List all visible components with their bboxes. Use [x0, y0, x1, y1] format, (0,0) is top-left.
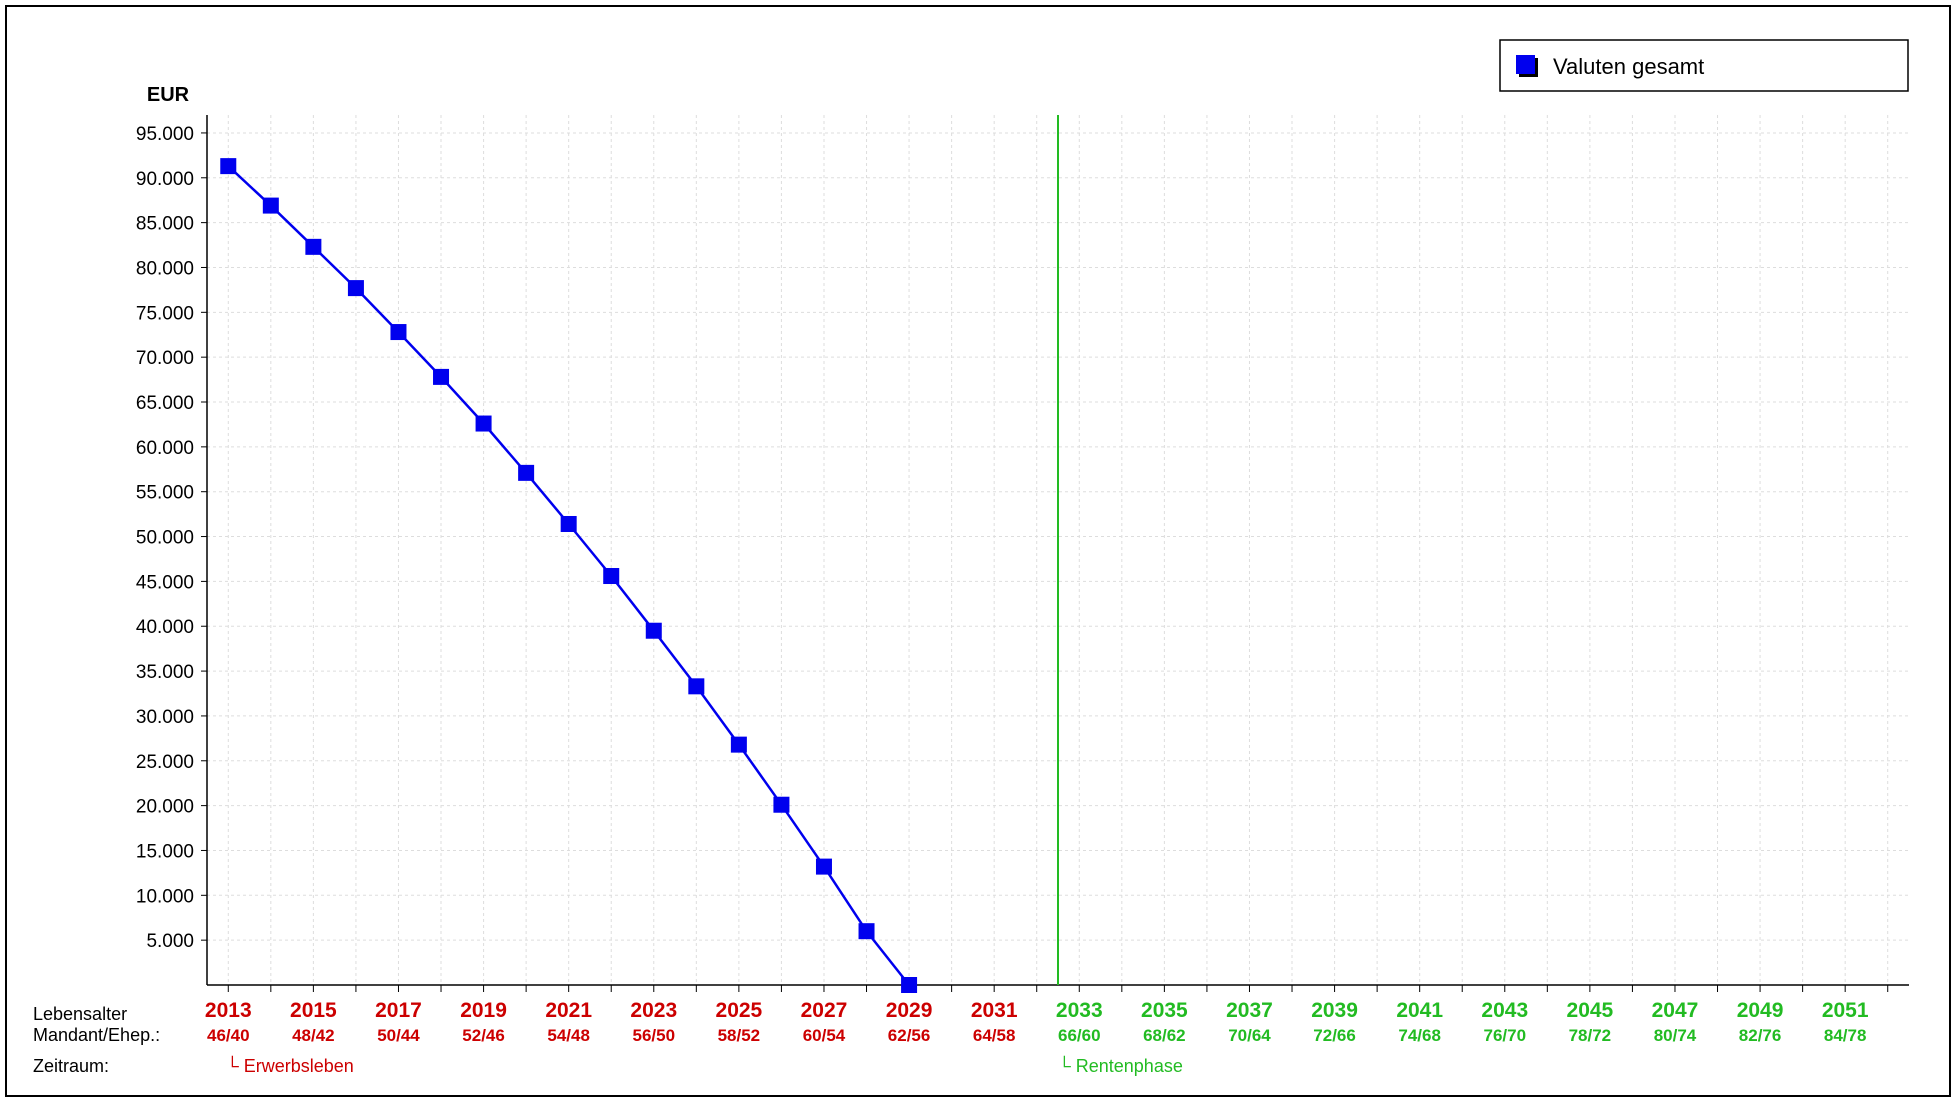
data-point: [858, 923, 875, 940]
x-tick-year: 2035: [1141, 999, 1188, 1022]
x-tick-age: 68/62: [1143, 1026, 1186, 1045]
data-point: [475, 415, 492, 432]
data-point: [518, 464, 535, 481]
x-tick-year: 2013: [205, 999, 252, 1022]
x-tick-year: 2029: [886, 999, 933, 1022]
data-point: [901, 977, 918, 993]
y-tick-label: 75.000: [136, 303, 194, 324]
x-tick-year: 2015: [290, 999, 337, 1022]
y-tick-label: 30.000: [136, 707, 194, 728]
data-point: [560, 515, 577, 532]
chart-frame: [5, 5, 1951, 1097]
y-tick-label: 85.000: [136, 214, 194, 235]
data-point: [390, 324, 407, 341]
y-tick-label: 20.000: [136, 797, 194, 818]
x-tick-age: 50/44: [377, 1026, 420, 1045]
x-tick-year: 2037: [1226, 999, 1273, 1022]
x-tick-age: 52/46: [462, 1026, 505, 1045]
y-tick-label: 45.000: [136, 572, 194, 593]
x-tick-year: 2041: [1396, 999, 1443, 1022]
x-tick-age: 66/60: [1058, 1026, 1101, 1045]
y-tick-labels: 5.000 10.000 15.000 20.000 25.000 30.000 35.00…: [136, 124, 194, 952]
x-tick-year: 2039: [1311, 999, 1358, 1022]
x-tick-age: 82/76: [1739, 1026, 1782, 1045]
x-tick-year: 2025: [716, 999, 763, 1022]
data-point: [433, 368, 450, 385]
data-point: [347, 280, 364, 297]
x-tick-year: 2047: [1652, 999, 1699, 1022]
y-tick-label: 70.000: [136, 348, 194, 369]
x-tick-age: 72/66: [1313, 1026, 1356, 1045]
x-tick-age: 64/58: [973, 1026, 1016, 1045]
y-tick-label: 95.000: [136, 124, 194, 145]
data-point: [730, 736, 747, 753]
legend-box: [1499, 39, 1909, 92]
y-axis-label: EUR: [147, 84, 190, 106]
grid: [207, 115, 1909, 985]
y-tick-label: 35.000: [136, 662, 194, 683]
x-tick-year: 2031: [971, 999, 1018, 1022]
x-tick-age: 80/74: [1654, 1026, 1697, 1045]
data-point: [262, 197, 279, 214]
x-tick-year: 2033: [1056, 999, 1103, 1022]
data-point: [815, 858, 832, 875]
y-tick-label: 90.000: [136, 169, 194, 190]
x-tick-age: 78/72: [1569, 1026, 1612, 1045]
data-point: [645, 622, 662, 639]
legend-label: Valuten gesamt: [1553, 54, 1704, 79]
y-tick-label: 15.000: [136, 841, 194, 862]
series-valuten-gesamt: [220, 158, 918, 993]
x-tick-age: 84/78: [1824, 1026, 1867, 1045]
x-tick-age: 62/56: [888, 1026, 931, 1045]
x-tick-age: 56/50: [633, 1026, 676, 1045]
row-label-mandant: Mandant/Ehep.:: [33, 1025, 160, 1045]
data-point: [305, 238, 322, 255]
data-point: [603, 568, 620, 585]
x-tick-age: 74/68: [1398, 1026, 1441, 1045]
phase-label-rentenphase: └ Rentenphase: [1058, 1055, 1183, 1076]
y-tick-label: 50.000: [136, 528, 194, 549]
x-tick-age: 70/64: [1228, 1026, 1271, 1045]
x-tick-year: 2017: [375, 999, 422, 1022]
x-tick-year: 2027: [801, 999, 848, 1022]
row-label-lebensalter: Lebensalter: [33, 1004, 127, 1024]
data-point: [220, 158, 237, 175]
x-tick-year: 2023: [630, 999, 677, 1022]
x-tick-year: 2043: [1481, 999, 1528, 1022]
y-tick-label: 60.000: [136, 438, 194, 459]
x-tick-age: 58/52: [718, 1026, 761, 1045]
legend-marker: [1516, 55, 1535, 74]
x-tick-age: 48/42: [292, 1026, 335, 1045]
row-label-zeitraum: Zeitraum:: [33, 1056, 109, 1076]
data-point: [688, 678, 705, 695]
x-tick-age: 54/48: [547, 1026, 590, 1045]
data-point: [773, 796, 790, 813]
x-tick-labels: 2013 46/40 2015 48/42 2017 50/44 2019 52/46 2021…: [205, 999, 1869, 1045]
x-tick-age: 76/70: [1484, 1026, 1527, 1045]
x-tick-year: 2049: [1737, 999, 1784, 1022]
y-tick-label: 55.000: [136, 483, 194, 504]
y-tick-label: 65.000: [136, 393, 194, 414]
phase-label-erwerbsleben: └ Erwerbsleben: [226, 1055, 354, 1076]
y-tick-label: 10.000: [136, 886, 194, 907]
y-tick-label: 80.000: [136, 258, 194, 279]
y-tick-label: 25.000: [136, 752, 194, 773]
x-tick-year: 2051: [1822, 999, 1869, 1022]
y-tick-label: 5.000: [146, 931, 194, 952]
x-tick-year: 2045: [1567, 999, 1614, 1022]
x-tick-age: 46/40: [207, 1026, 250, 1045]
x-tick-year: 2019: [460, 999, 507, 1022]
x-tick-year: 2021: [545, 999, 592, 1022]
y-tick-label: 40.000: [136, 617, 194, 638]
legend: Valuten gesamt: [1499, 39, 1909, 92]
x-tick-age: 60/54: [803, 1026, 846, 1045]
